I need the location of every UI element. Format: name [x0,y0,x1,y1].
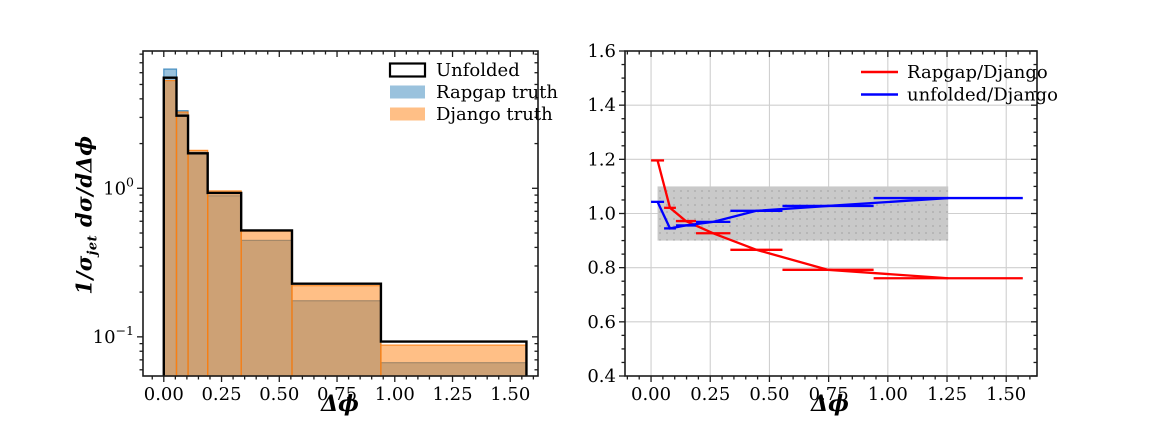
x-tick-label: 1.25 [927,384,967,405]
x-tick-label: 1.00 [375,384,415,405]
y-tick-label: 0.8 [587,258,616,279]
x-tick-label: 0.50 [749,384,789,405]
legend-item-django-truth: Django truth [390,104,553,125]
histogram-django-truth [163,79,528,377]
y-tick-base: 10 [103,178,126,199]
hist-bar [187,149,209,377]
right-x-axis-label: Δϕ [811,391,849,417]
legend-label: Rapgap truth [436,82,558,103]
left-x-axis-label: Δϕ [321,391,359,417]
y-tick-label: 1.4 [587,95,616,116]
hist-bar [175,111,189,377]
ylabel-sub: jet [85,234,101,256]
y-tick-exponent: 0 [126,174,134,189]
ylabel-post: dσ/dΔϕ [71,135,97,235]
hist-bar [291,285,382,377]
legend-swatch-outline [388,62,427,78]
hist-bar [240,230,293,377]
x-tick-label: 0.50 [259,384,299,405]
x-tick-label: 0.25 [690,384,730,405]
y-tick-label: 0.6 [587,312,616,333]
legend-swatch-filled [390,85,425,99]
y-tick-label: 1.6 [587,41,616,62]
x-tick-label: 1.25 [432,384,472,405]
right-axes: 0.00 0.25 0.50 0.75 1.00 1.25 1.50 0.4 0.6 0.8 1.0… [587,41,1058,405]
y-tick-label: 0.4 [587,366,616,387]
x-tick-label: 0.75 [809,384,849,405]
legend-label: unfolded/Django [907,85,1058,106]
hist-bar [380,344,528,377]
x-tick-label: 0.00 [144,384,184,405]
ratio-line [656,196,949,230]
axes-spines [142,50,539,377]
histogram-unfolded-outline [162,76,528,376]
legend-label: Unfolded [436,60,520,81]
x-tick-label: 0.00 [631,384,671,405]
legend-item-rapgap-truth: Rapgap truth [390,82,558,103]
x-tick-label: 1.50 [986,384,1026,405]
y-tick-exponent: −1 [116,323,134,338]
y-tick-label: 1.2 [587,149,616,170]
legend-swatch-filled [390,107,425,121]
legend-item-unfolded: Unfolded [388,60,520,81]
legend-label: Rapgap/Django [907,62,1048,83]
y-tick-base: 10 [93,327,116,348]
y-tick-label: 100 [103,174,134,199]
y-tick-label: 1.0 [587,204,616,225]
ylabel-pre: 1/σ [71,255,97,295]
tick-labels: 0.00 0.25 0.50 0.75 1.00 1.25 1.50 0.4 0.6 0.8 1.0… [587,41,1026,405]
left-y-axis-label: 1/σjet dσ/dΔϕ [71,135,100,294]
ratio-line [656,160,949,280]
x-tick-label: 1.00 [868,384,908,405]
legend-item-rapgap-django: Rapgap/Django [861,62,1048,83]
x-tick-label: 0.25 [201,384,241,405]
x-tick-label: 0.75 [317,384,357,405]
x-tick-label: 1.50 [490,384,530,405]
left-axes: 0.00 0.25 0.50 0.75 1.00 1.25 1.5010010−1Unfol… [93,50,558,405]
ticks [619,50,1037,382]
ratio-rapgap-django [651,159,1023,280]
ratio-unfolded-django [651,196,1023,230]
legend-item-unfolded-django: unfolded/Django [861,85,1058,106]
hist-bar [163,79,178,377]
legend-label: Django truth [436,104,553,125]
ticks [137,51,538,382]
y-tick-label: 10−1 [93,323,134,348]
uncertainty-band-dots [657,186,949,241]
hist-bar [207,190,242,377]
